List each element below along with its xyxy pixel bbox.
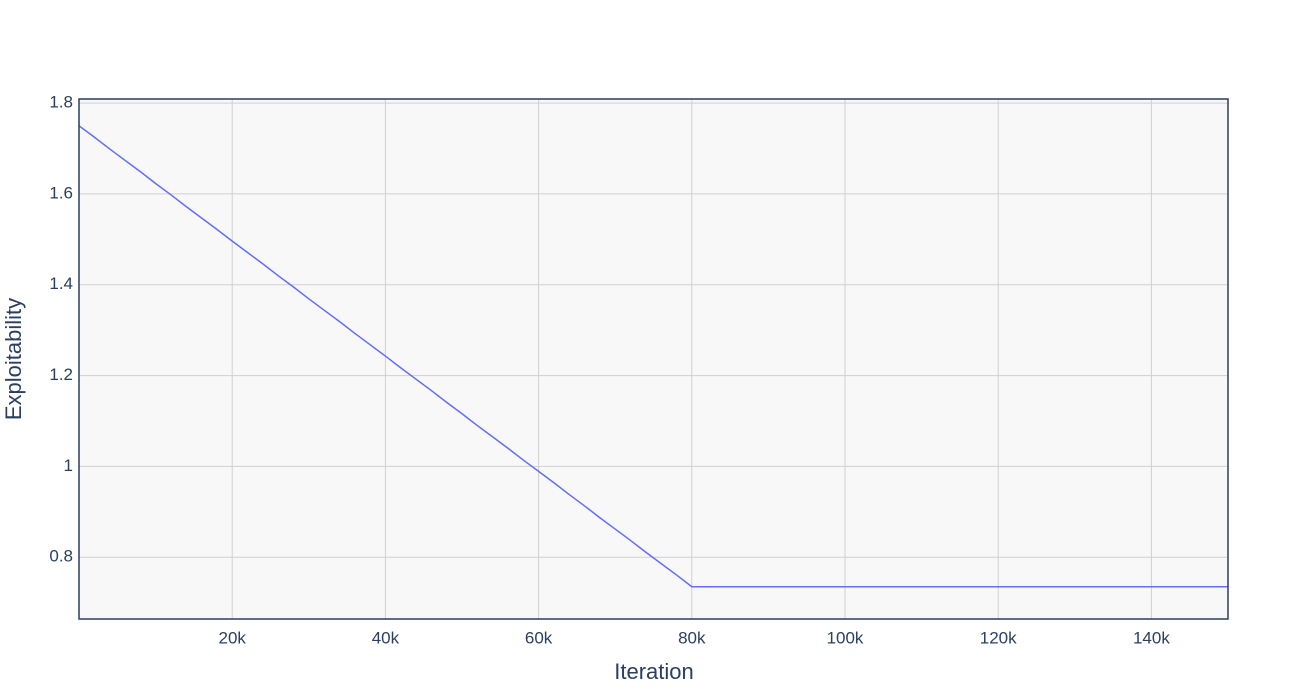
y-tick-label: 1.2 bbox=[49, 365, 73, 384]
y-axis-title: Exploitability bbox=[1, 298, 26, 420]
x-tick-label: 40k bbox=[372, 628, 400, 647]
y-tick-label: 1 bbox=[64, 456, 73, 475]
plot-frame bbox=[78, 98, 1229, 620]
x-axis-title: Iteration bbox=[614, 659, 694, 684]
marks bbox=[78, 125, 1228, 588]
grid bbox=[79, 99, 1228, 619]
y-tick-label: 1.8 bbox=[49, 93, 73, 112]
x-tick-label: 20k bbox=[218, 628, 246, 647]
x-tick-label: 100k bbox=[827, 628, 864, 647]
y-tick-label: 1.4 bbox=[49, 274, 73, 293]
x-tick-label: 140k bbox=[1133, 628, 1170, 647]
data-line bbox=[78, 125, 1228, 588]
plot-area bbox=[79, 99, 1228, 619]
y-tick-label: 1.6 bbox=[49, 183, 73, 202]
x-tick-label: 60k bbox=[525, 628, 553, 647]
x-tick-label: 80k bbox=[678, 628, 706, 647]
y-tick-label: 0.8 bbox=[49, 547, 73, 566]
x-tick-label: 120k bbox=[980, 628, 1017, 647]
